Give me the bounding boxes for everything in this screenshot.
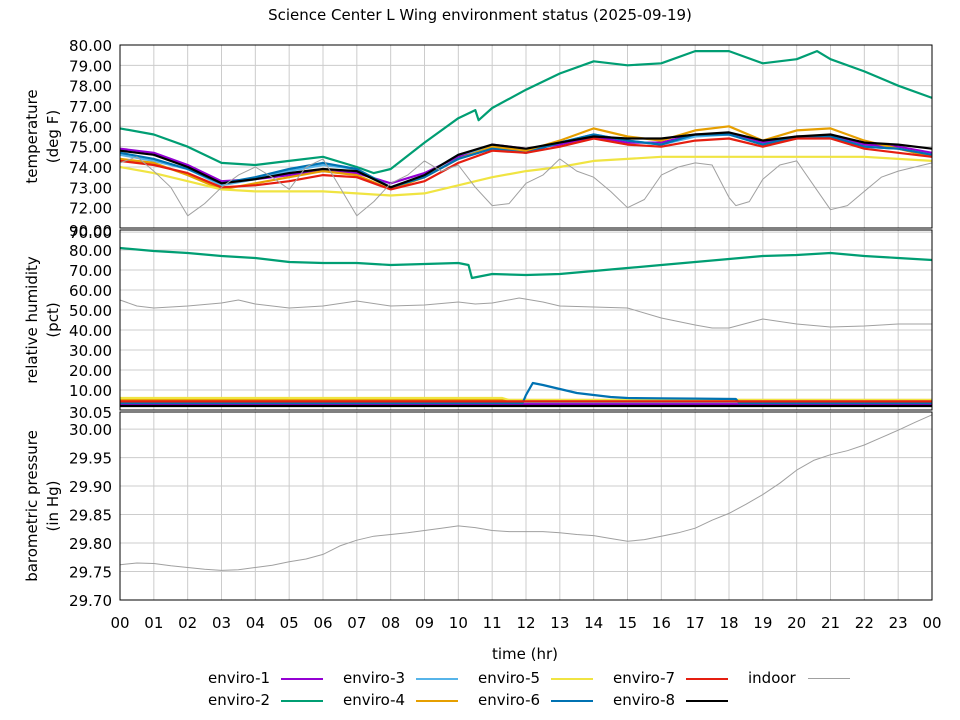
- y-tick-label: 79.00: [69, 57, 112, 75]
- y-tick-label: 10.00: [69, 382, 112, 400]
- series-enviro-2: [119, 49, 933, 175]
- y-tick-label: 78.00: [69, 78, 112, 96]
- x-tick-label: 04: [246, 614, 265, 632]
- y-tick-label: 70.00: [69, 224, 112, 242]
- x-tick-label: 07: [347, 614, 366, 632]
- y-tick-label: 29.75: [69, 564, 112, 582]
- series-enviro-8: [119, 131, 933, 189]
- y-tick-label: 74.00: [69, 159, 112, 177]
- y-tick-label: 29.85: [69, 507, 112, 525]
- plot-frame: [119, 44, 933, 229]
- x-tick-label: 14: [584, 614, 603, 632]
- x-tick-label: 00: [922, 614, 941, 632]
- x-tick-label: 00: [110, 614, 129, 632]
- y-tick-label: 75.00: [69, 139, 112, 157]
- series-indoor: [119, 414, 933, 571]
- series-enviro-2: [119, 246, 933, 280]
- plot-frame: [119, 229, 933, 411]
- y-tick-label: 60.00: [69, 282, 112, 300]
- panel-0: 70.00 72.00 73.00 74.00 75.00 76.00 77.00 78.00…: [23, 37, 933, 242]
- y-tick-label: 80.00: [69, 242, 112, 260]
- y-tick-label: 30.00: [69, 421, 112, 439]
- x-tick-label: 22: [855, 614, 874, 632]
- x-tick-label: 21: [821, 614, 840, 632]
- x-tick-label: 08: [381, 614, 400, 632]
- y-tick-label: 29.80: [69, 535, 112, 553]
- x-tick-label: 10: [449, 614, 468, 632]
- series-enviro-7: [119, 137, 933, 191]
- y-tick-label: 40.00: [69, 322, 112, 340]
- y-tick-label: 30.00: [69, 342, 112, 360]
- series-indoor: [119, 156, 933, 217]
- x-tick-label: 03: [212, 614, 231, 632]
- x-tick-label: 02: [178, 614, 197, 632]
- x-axis-label: time (hr): [491, 645, 559, 663]
- x-tick-label: 23: [889, 614, 908, 632]
- plot-frame: [119, 411, 933, 601]
- series-enviro-4: [119, 125, 933, 191]
- chart-title: Science Center L Wing environment status…: [268, 6, 692, 24]
- x-tick-label: 15: [618, 614, 637, 632]
- x-tick-label: 12: [516, 614, 535, 632]
- y-axis-label: barometric pressure (in Hg): [23, 430, 62, 582]
- y-tick-label: 29.70: [69, 592, 112, 610]
- y-tick-label: 80.00: [69, 37, 112, 55]
- x-tick-label: 16: [652, 614, 671, 632]
- y-tick-label: 77.00: [69, 98, 112, 116]
- y-tick-label: 90.00: [69, 222, 112, 240]
- y-tick-label: 73.00: [69, 179, 112, 197]
- x-tick-label: 20: [787, 614, 806, 632]
- x-tick-label: 17: [686, 614, 705, 632]
- x-tick-label: 11: [483, 614, 502, 632]
- x-tick-label: 06: [313, 614, 332, 632]
- series-enviro-6: [120, 381, 932, 405]
- series-enviro-5: [119, 155, 933, 197]
- y-tick-label: 29.95: [69, 450, 112, 468]
- y-tick-label: 29.90: [69, 478, 112, 496]
- x-tick-label: 18: [719, 614, 738, 632]
- panel-1: 10.0020.0030.0040.0050.0060.0070.0080.00…: [23, 222, 933, 411]
- y-axis-label: relative humidity (pct): [23, 256, 62, 384]
- x-tick-label: 05: [280, 614, 299, 632]
- series-indoor: [119, 297, 932, 329]
- y-tick-label: 72.00: [69, 200, 112, 218]
- panel-2: 29.70 29.75 29.80 29.85 29.90 29.95 30.0030.05…: [23, 404, 933, 610]
- series-enviro-5: [120, 396, 932, 402]
- y-tick-label: 76.00: [69, 118, 112, 136]
- y-axis-label: temperature (deg F): [23, 89, 62, 183]
- x-tick-label: 13: [550, 614, 569, 632]
- x-tick-label: 01: [144, 614, 163, 632]
- y-tick-label: 70.00: [69, 262, 112, 280]
- y-tick-label: 50.00: [69, 302, 112, 320]
- y-tick-label: 20.00: [69, 362, 112, 380]
- x-tick-label: 09: [415, 614, 434, 632]
- y-tick-label: 30.05: [69, 404, 112, 422]
- x-tick-label: 19: [753, 614, 772, 632]
